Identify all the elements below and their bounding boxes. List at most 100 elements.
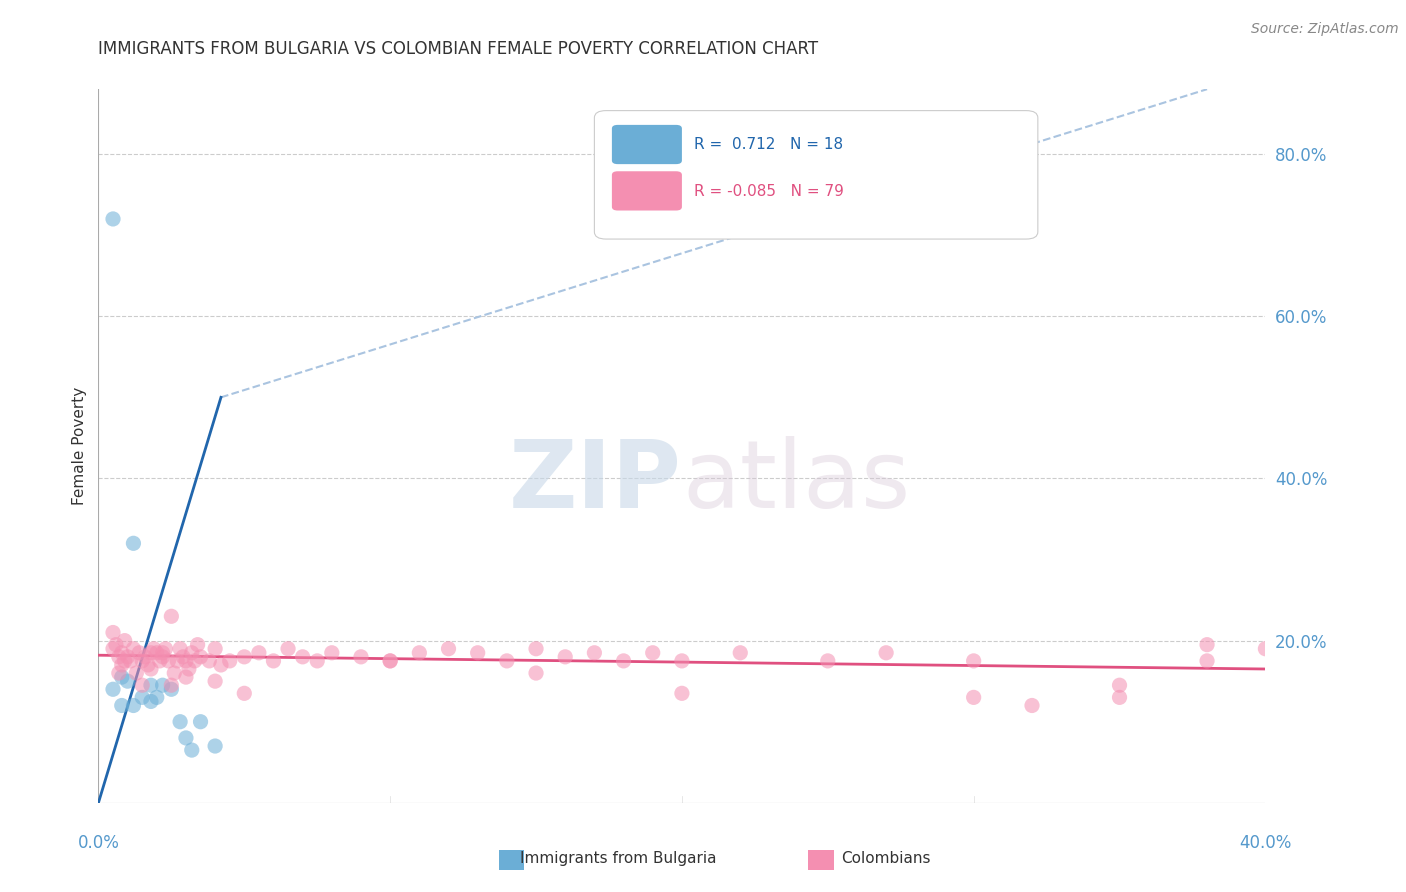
- Point: [437, 641, 460, 656]
- Point: [277, 641, 299, 656]
- Point: [233, 649, 256, 664]
- Point: [524, 666, 547, 681]
- Point: [101, 211, 124, 226]
- Point: [111, 670, 134, 684]
- Point: [204, 641, 226, 656]
- Point: [350, 649, 373, 664]
- Point: [134, 649, 156, 664]
- Text: Source: ZipAtlas.com: Source: ZipAtlas.com: [1251, 22, 1399, 37]
- Point: [1254, 641, 1277, 656]
- Point: [117, 649, 139, 664]
- Point: [139, 678, 162, 692]
- Point: [962, 690, 984, 705]
- Point: [131, 654, 153, 668]
- Point: [152, 649, 174, 664]
- Point: [962, 654, 984, 668]
- Point: [247, 646, 270, 660]
- Point: [1108, 678, 1130, 692]
- Point: [641, 646, 664, 660]
- Point: [122, 641, 145, 656]
- Point: [875, 646, 897, 660]
- Point: [467, 646, 489, 660]
- Point: [233, 686, 256, 700]
- Point: [125, 666, 148, 681]
- Point: [378, 654, 402, 668]
- Text: 40.0%: 40.0%: [1239, 834, 1292, 852]
- Point: [111, 698, 134, 713]
- Point: [108, 666, 131, 681]
- Point: [728, 646, 751, 660]
- Point: [101, 641, 124, 656]
- Point: [169, 714, 191, 729]
- Point: [111, 646, 134, 660]
- Point: [204, 674, 226, 689]
- Text: ZIP: ZIP: [509, 435, 682, 528]
- Point: [321, 646, 343, 660]
- Text: 0.0%: 0.0%: [77, 834, 120, 852]
- FancyBboxPatch shape: [595, 111, 1038, 239]
- Point: [204, 739, 226, 753]
- Text: atlas: atlas: [682, 435, 910, 528]
- Point: [583, 646, 606, 660]
- Text: R =  0.712   N = 18: R = 0.712 N = 18: [693, 136, 842, 152]
- Point: [166, 654, 188, 668]
- Point: [1195, 638, 1218, 652]
- Point: [157, 654, 180, 668]
- Point: [152, 678, 174, 692]
- Point: [122, 698, 145, 713]
- Point: [139, 662, 162, 676]
- FancyBboxPatch shape: [612, 125, 682, 164]
- Point: [183, 654, 205, 668]
- Point: [174, 731, 197, 745]
- Point: [163, 666, 186, 681]
- Point: [180, 743, 202, 757]
- Point: [122, 536, 145, 550]
- Point: [139, 646, 162, 660]
- Point: [190, 649, 212, 664]
- Point: [101, 625, 124, 640]
- Point: [1195, 654, 1218, 668]
- Text: Immigrants from Bulgaria: Immigrants from Bulgaria: [520, 851, 717, 865]
- Point: [378, 654, 402, 668]
- Point: [117, 674, 139, 689]
- Point: [155, 641, 177, 656]
- Point: [152, 646, 174, 660]
- FancyBboxPatch shape: [612, 171, 682, 211]
- Point: [108, 649, 131, 664]
- Text: Colombians: Colombians: [841, 851, 931, 865]
- Point: [111, 657, 134, 672]
- Point: [160, 682, 183, 697]
- Point: [408, 646, 430, 660]
- Point: [190, 714, 212, 729]
- Point: [139, 694, 162, 708]
- Point: [172, 649, 194, 664]
- Text: R = -0.085   N = 79: R = -0.085 N = 79: [693, 184, 844, 199]
- Point: [120, 654, 142, 668]
- Point: [180, 646, 202, 660]
- Point: [612, 654, 634, 668]
- Point: [160, 678, 183, 692]
- Point: [114, 654, 136, 668]
- Point: [136, 657, 159, 672]
- Point: [177, 662, 200, 676]
- Point: [554, 649, 576, 664]
- Y-axis label: Female Poverty: Female Poverty: [72, 387, 87, 505]
- Point: [262, 654, 284, 668]
- Point: [174, 670, 197, 684]
- Point: [198, 654, 221, 668]
- Point: [495, 654, 517, 668]
- Point: [291, 649, 314, 664]
- Point: [524, 641, 547, 656]
- Point: [817, 654, 839, 668]
- Point: [307, 654, 329, 668]
- Point: [128, 646, 150, 660]
- Point: [131, 678, 153, 692]
- Point: [146, 646, 169, 660]
- Point: [114, 633, 136, 648]
- Point: [671, 686, 693, 700]
- Point: [146, 690, 169, 705]
- Point: [131, 690, 153, 705]
- Text: IMMIGRANTS FROM BULGARIA VS COLOMBIAN FEMALE POVERTY CORRELATION CHART: IMMIGRANTS FROM BULGARIA VS COLOMBIAN FE…: [98, 40, 818, 58]
- Point: [671, 654, 693, 668]
- Point: [142, 641, 165, 656]
